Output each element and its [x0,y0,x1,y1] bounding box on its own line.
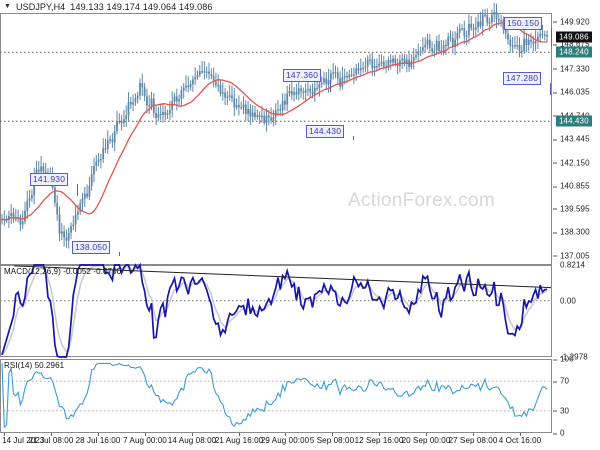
rsi-axis[interactable]: 100 70 30 0 [553,355,600,438]
price-annotation[interactable]: 141.930 [30,173,69,186]
axis-tick-label: 0 [553,429,565,438]
axis-tick-label: 139.595 [553,204,590,213]
price-annotation[interactable]: 147.280 [503,72,542,85]
price-pane [0,13,552,265]
time-axis-label: 7 Aug 00:00 [123,436,167,445]
time-tick [239,433,240,436]
time-axis-label: 27 Sep 08:00 [448,436,498,445]
time-axis-label: 28 Jul 16:00 [75,436,121,445]
annotation-leader-line [77,184,78,196]
macd-pane [0,265,552,357]
annotation-leader-line [330,80,331,92]
symbol-label: USDJPY,H4 [16,2,66,12]
chart-header: ▼ USDJPY,H4 149.133 149.174 149.064 149.… [0,0,600,14]
macd-caption: MACD(12,26,9) -0.0052 -0.0700 [4,267,122,276]
time-tick [520,433,521,436]
time-axis-label: 14 Aug 08:00 [167,436,217,445]
axis-tick-label: 0.8214 [560,260,586,270]
time-tick [426,433,427,436]
level-badge-0: 148.240 [556,46,592,58]
axis-tick-label: 142.150 [553,158,590,167]
price-axis[interactable]: 149.920 148.675 147.330 146.035 144.740 143.4… [553,13,600,265]
time-tick [192,433,193,436]
axis-tick-label: 30 [553,406,569,415]
axis-tick-label: 138.300 [553,228,590,237]
price-annotation[interactable]: 150.150 [504,17,543,30]
current-price-badge: 149.086 [556,31,592,43]
axis-tick-label: 143.445 [553,135,590,144]
axis-tick-label: 149.920 [553,17,590,26]
axis-tick-label: 137.005 [553,251,590,260]
level-badge-1: 144.430 [556,115,592,127]
time-axis-label: 12 Sep 16:00 [354,436,404,445]
axis-tick-label: 147.330 [553,64,590,73]
time-tick [379,433,380,436]
price-annotation[interactable]: 147.360 [283,69,322,82]
time-axis-label: 4 Oct 16:00 [498,436,542,445]
time-tick [285,433,286,436]
price-annotation[interactable]: 138.050 [72,241,111,254]
time-tick [4,433,5,436]
axis-tick-label: 144.740 [553,111,590,120]
axis-tick-label: 146.035 [553,88,590,97]
time-axis-label: 29 Aug 00:00 [260,436,310,445]
annotation-leader-line [119,252,120,256]
axis-tick-label: 148.675 [553,40,590,49]
axis-tick-label: 140.855 [553,182,590,191]
time-axis-label: 21 Jul 08:00 [28,436,74,445]
axis-tick-label: 0.00 [560,296,576,306]
time-tick [145,433,146,436]
time-axis-label: 21 Aug 16:00 [214,436,264,445]
rsi-caption: RSI(14) 50.2961 [4,361,65,370]
macd-axis[interactable]: 0.8214 0.00 -1.2978 [553,261,600,362]
rsi-pane [0,359,552,433]
watermark: ActionForex.com [348,190,496,211]
time-axis-label: 5 Sep 08:00 [309,436,355,445]
time-tick [51,433,52,436]
time-axis-label: 14 Jul 2023 [2,436,45,445]
price-plot [0,3,552,249]
time-axis[interactable]: 14 Jul 2023 21 Jul 08:00 28 Jul 16:00 7 Aug… [0,433,552,450]
rsi-plot [0,362,552,429]
annotation-leader-line [353,136,354,140]
time-tick [98,433,99,436]
axis-tick-label: 100 [553,355,574,364]
time-tick [332,433,333,436]
price-annotation[interactable]: 144.430 [306,125,345,138]
time-axis-label: 20 Sep 00:00 [401,436,451,445]
annotation-leader-line [550,83,551,95]
collapse-caret-icon[interactable]: ▼ [4,2,12,10]
annotation-leader-line [551,28,552,46]
time-tick [473,433,474,436]
macd-plot [0,262,552,358]
axis-tick-label: 70 [553,377,569,386]
ohlc-values: 149.133 149.174 149.064 149.086 [70,2,213,12]
axis-tick-label: -1.2978 [560,352,588,362]
